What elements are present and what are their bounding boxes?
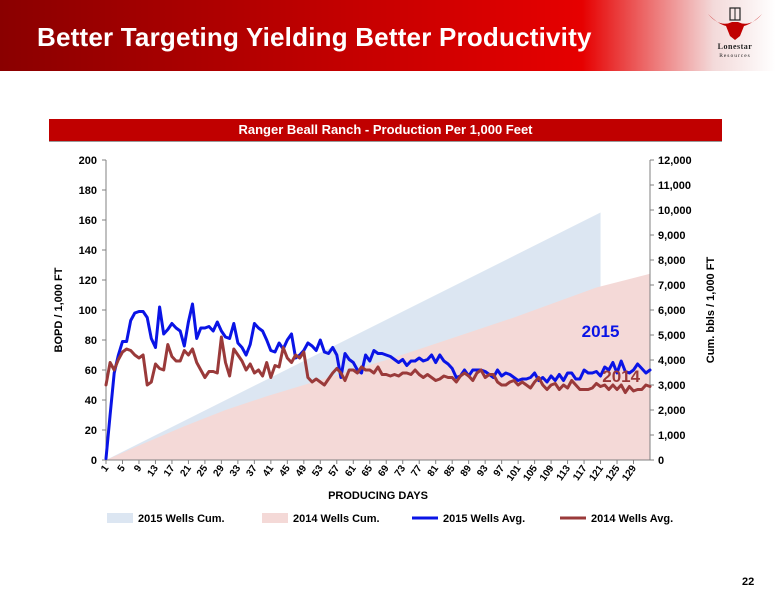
y-tick-label: 20: [85, 425, 97, 437]
x-tick-label: 101: [505, 463, 524, 483]
x-tick-label: 69: [376, 463, 392, 479]
x-tick-label: 25: [195, 463, 211, 479]
x-tick-label: 1: [99, 463, 111, 474]
chart-title-banner: Ranger Beall Ranch - Production Per 1,00…: [49, 119, 722, 142]
chart-title: Ranger Beall Ranch - Production Per 1,00…: [238, 122, 533, 137]
legend-swatch: [107, 513, 133, 523]
x-tick-label: 93: [475, 463, 491, 479]
y2-tick-label: 11,000: [658, 180, 691, 192]
y2-tick-label: 10,000: [658, 205, 692, 217]
y-tick-label: 60: [85, 365, 97, 377]
x-tick-label: 13: [146, 463, 162, 479]
line-2015-avg: [104, 302, 652, 460]
y2-tick-label: 4,000: [658, 355, 686, 367]
x-tick-label: 85: [442, 463, 458, 479]
x-tick-label: 61: [343, 463, 359, 479]
x-tick-label: 125: [604, 463, 623, 483]
x-tick-label: 73: [393, 463, 409, 479]
x-tick-label: 113: [555, 463, 574, 483]
legend-label: 2015 Wells Cum.: [138, 513, 225, 525]
x-tick-label: 37: [244, 463, 260, 479]
x-tick-label: 5: [116, 463, 128, 474]
y-tick-label: 80: [85, 335, 97, 347]
y-tick-label: 0: [91, 455, 97, 467]
y2-tick-label: 2,000: [658, 405, 686, 417]
y-tick-label: 100: [79, 305, 97, 317]
y2-tick-label: 5,000: [658, 330, 686, 342]
logo-top-text: Lonestar: [717, 42, 753, 51]
x-tick-label: 29: [211, 463, 227, 479]
line-2014-avg: [104, 335, 652, 394]
y2-tick-label: 3,000: [658, 380, 686, 392]
x-tick-label: 129: [620, 463, 639, 483]
x-tick-label: 9: [132, 463, 144, 474]
x-tick-label: 53: [310, 463, 326, 479]
lonestar-logo: Lonestar Resources: [700, 6, 770, 68]
y2-tick-label: 8,000: [658, 255, 686, 267]
x-axis-title: PRODUCING DAYS: [328, 490, 428, 502]
page-number: 22: [742, 576, 755, 588]
y-tick-label: 200: [79, 155, 97, 167]
y2-tick-label: 7,000: [658, 280, 686, 292]
x-tick-label: 89: [459, 463, 475, 479]
x-tick-label: 105: [521, 463, 540, 483]
y-tick-label: 180: [79, 185, 97, 197]
y2-tick-label: 9,000: [658, 230, 686, 242]
x-tick-label: 49: [294, 463, 310, 479]
x-tick-label: 109: [538, 463, 557, 483]
x-tick-label: 65: [360, 463, 376, 479]
slide-header: Better Targeting Yielding Better Product…: [0, 0, 776, 71]
y2-axis-title: Cum. bbls / 1,000 FT: [705, 257, 717, 364]
y-axis-title: BOPD / 1,000 FT: [53, 267, 65, 352]
x-tick-label: 45: [277, 463, 293, 479]
y-tick-label: 140: [79, 245, 97, 257]
legend-label: 2014 Wells Avg.: [591, 513, 673, 525]
x-tick-label: 57: [327, 463, 343, 479]
slide-title: Better Targeting Yielding Better Product…: [37, 22, 592, 52]
y-tick-label: 40: [85, 395, 97, 407]
x-tick-label: 17: [162, 463, 178, 479]
legend-label: 2015 Wells Avg.: [443, 513, 525, 525]
legend-label: 2014 Wells Cum.: [293, 513, 380, 525]
x-tick-label: 77: [409, 463, 425, 479]
x-tick-label: 21: [178, 463, 194, 479]
legend-swatch: [262, 513, 288, 523]
annotation-2014: 2014: [602, 367, 640, 386]
y-tick-label: 120: [79, 275, 97, 287]
y-tick-label: 160: [79, 215, 97, 227]
y2-tick-label: 0: [658, 455, 664, 467]
x-tick-label: 33: [228, 463, 244, 479]
x-tick-label: 81: [426, 463, 442, 479]
longhorn-icon: [708, 7, 762, 40]
x-tick-label: 121: [587, 463, 606, 483]
x-tick-label: 117: [571, 463, 590, 483]
y2-tick-label: 1,000: [658, 430, 686, 442]
y2-tick-label: 6,000: [658, 305, 686, 317]
logo-bottom-text: Resources: [719, 53, 751, 59]
y2-tick-label: 12,000: [658, 155, 692, 167]
x-tick-label: 41: [261, 463, 277, 479]
annotation-2015: 2015: [582, 322, 620, 341]
